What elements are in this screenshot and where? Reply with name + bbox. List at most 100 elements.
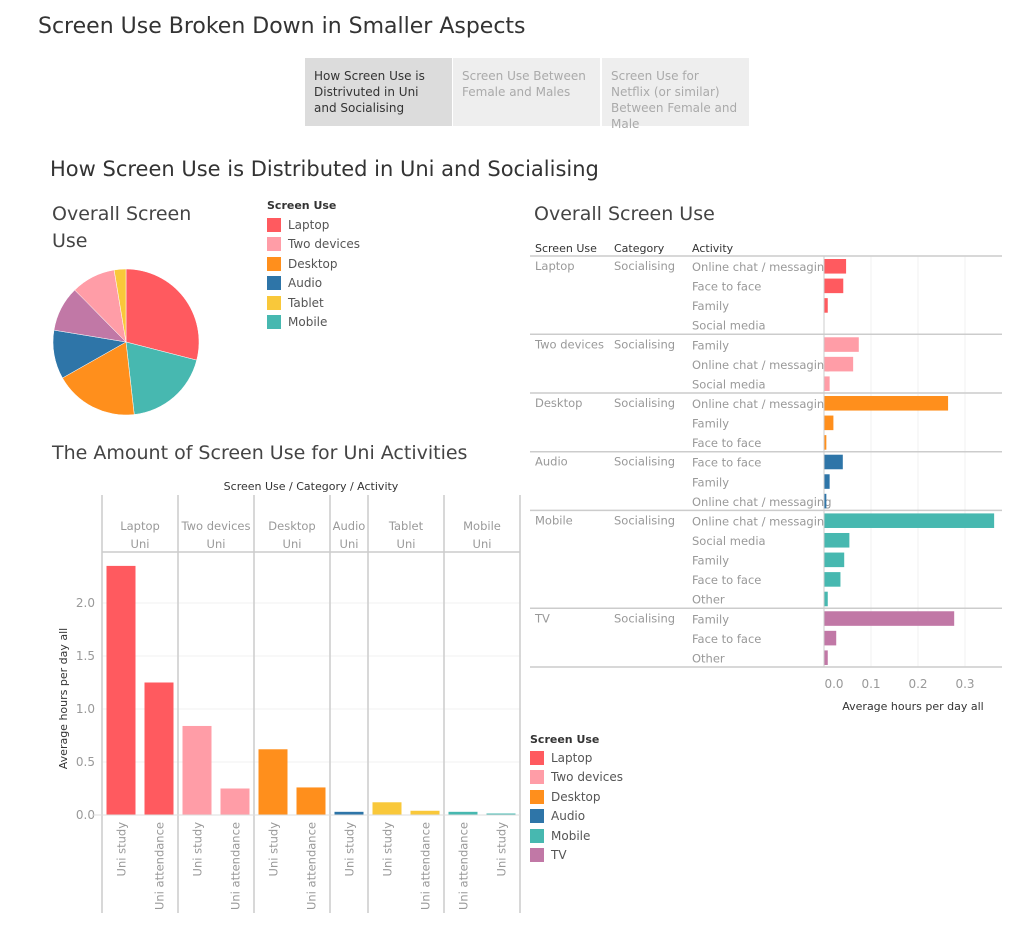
row-category: Socialising [614,455,675,469]
legend-swatch [267,276,281,291]
bar-desktop-uni-attendance [296,787,326,815]
hbar-mobile-other [824,591,828,607]
legend-item-tv[interactable]: TV [530,846,623,866]
legend-label: Two devices [288,237,360,252]
legend-item-two-devices[interactable]: Two devices [530,768,623,788]
hbar-two-devices-online-chat-messaging [824,356,854,372]
tab-female-males[interactable]: Screen Use Between Female and Males [453,58,600,126]
legend-item-laptop[interactable]: Laptop [530,748,623,768]
legend-swatch [530,750,544,765]
x-tick-label: Uni attendance [457,822,471,910]
row-activity: Social media [692,319,766,333]
hbar-tv-face-to-face [824,630,837,646]
column-header: Activity [692,242,734,255]
hbar-two-devices-social-media [824,376,830,391]
x-tick-label: Uni attendance [305,822,319,910]
legend-item-audio[interactable]: Audio [267,274,360,294]
row-activity: Family [692,299,729,313]
x-tick-label: Uni attendance [419,822,433,910]
x-tick-label: 0.3 [955,677,974,691]
row-activity: Family [692,612,729,626]
bar-mobile-uni-attendance [448,811,478,815]
row-category: Socialising [614,259,675,273]
row-screen-use: Mobile [535,513,573,527]
bar-laptop-uni-attendance [144,682,174,815]
column-header: Screen Use [535,242,597,255]
hbar-mobile-social-media [824,532,850,548]
x-tick-label: Uni study [381,822,395,877]
legend-label: Two devices [551,770,623,785]
bar-desktop-uni-study [258,749,288,815]
x-tick-label: Uni attendance [229,822,243,910]
legend-label: Tablet [288,295,324,310]
hbar-audio-face-to-face [824,454,843,470]
legend-item-audio[interactable]: Audio [530,807,623,827]
x-tick-label: Uni study [495,822,509,877]
pie-slice-desktop [62,341,135,416]
x-tick-label: Uni study [191,822,205,877]
bar-tablet-uni-attendance [410,810,440,815]
row-activity: Online chat / messaging [692,514,832,528]
legend-item-mobile[interactable]: Mobile [267,313,360,333]
legend-label: Mobile [288,315,328,330]
x-tick-label: 0.1 [861,677,880,691]
legend-swatch [530,789,544,804]
legend-item-desktop[interactable]: Desktop [530,787,623,807]
panel-header-screen-use: Desktop [268,519,315,533]
legend-item-tablet[interactable]: Tablet [267,293,360,313]
legend-item-two-devices[interactable]: Two devices [267,235,360,255]
legend-label: Desktop [551,789,601,804]
legend-label: Laptop [551,750,593,765]
pie-chart [52,268,200,416]
tab-netflix[interactable]: Screen Use for Netflix (or similar) Betw… [602,58,749,131]
hbar-desktop-face-to-face [824,435,827,450]
hbar-mobile-face-to-face [824,572,841,587]
hbar-laptop-online-chat-messaging [824,259,847,274]
row-screen-use: Audio [535,455,568,469]
legend-label: Desktop [288,256,338,271]
legend-item-desktop[interactable]: Desktop [267,254,360,274]
row-activity: Other [692,593,725,607]
row-activity: Face to face [692,632,761,646]
bar-tablet-uni-study [372,802,402,815]
x-tick-label: 0.0 [824,677,843,691]
tab-uni-socialising[interactable]: How Screen Use is Distrivuted in Uni and… [305,58,452,126]
row-category: Socialising [614,611,675,625]
legend-label: Laptop [288,217,330,232]
bar-two-devices-uni-attendance [220,788,250,815]
hbar-tv-other [824,650,828,665]
legend-item-mobile[interactable]: Mobile [530,826,623,846]
x-tick-label: Uni study [267,822,281,877]
row-screen-use: Laptop [535,259,575,273]
legend-swatch [267,217,281,232]
legend-swatch [267,237,281,252]
row-activity: Face to face [692,436,761,450]
bar-title: The Amount of Screen Use for Uni Activit… [52,442,468,464]
y-tick-label: 0.5 [76,755,95,769]
y-axis-label: Average hours per day all [57,628,70,769]
y-tick-label: 0.0 [76,808,95,822]
legend-title: Screen Use [530,733,600,746]
row-activity: Online chat / messaging [692,495,832,509]
hbar-laptop-face-to-face [824,278,844,294]
row-category: Socialising [614,396,675,410]
panel-header-screen-use: Audio [333,519,366,533]
x-tick-label: Uni study [343,822,357,877]
panel-header-category: Uni [473,537,492,551]
page-heading: How Screen Use is Distributed in Uni and… [50,157,599,181]
legend-label: Mobile [551,828,591,843]
x-tick-label: Uni study [115,822,129,877]
legend-item-laptop[interactable]: Laptop [267,215,360,235]
hbar-laptop-family [824,298,828,313]
x-axis-label: Average hours per day all [842,700,983,713]
y-tick-label: 2.0 [76,596,95,610]
row-category: Socialising [614,513,675,527]
legend-swatch [530,809,544,824]
legend-label: TV [551,848,567,863]
row-activity: Social media [692,534,766,548]
hbar-two-devices-family [824,337,859,352]
y-tick-label: 1.0 [76,702,95,716]
pie-slice-mobile [125,341,198,415]
bar-header: Screen Use / Category / Activity [224,480,399,493]
pie-slice-tablet [113,268,127,343]
